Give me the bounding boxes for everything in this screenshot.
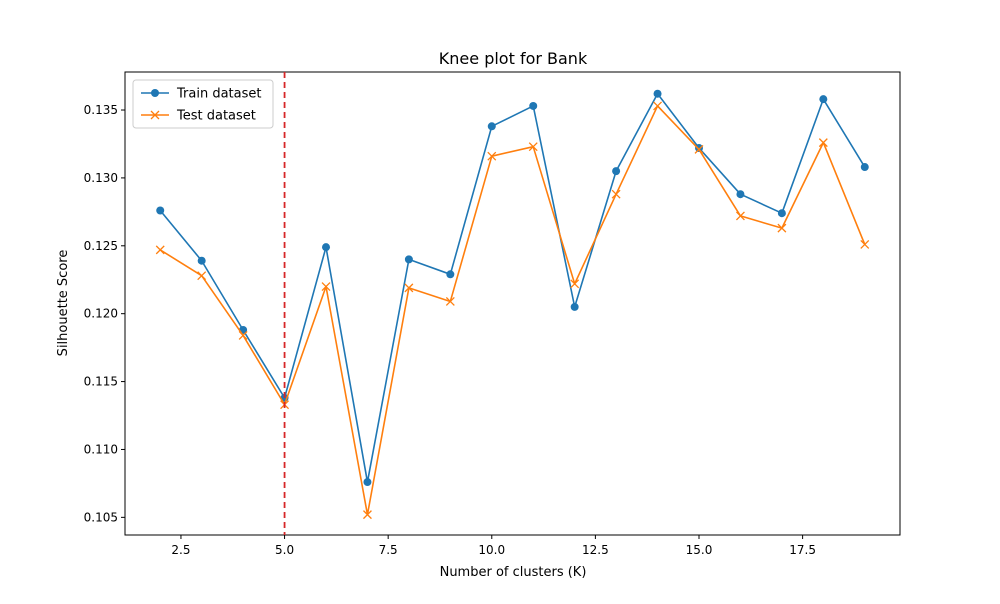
data-point [197,256,206,265]
x-tick-label: 15.0 [686,543,713,557]
x-tick-label: 12.5 [582,543,609,557]
y-tick-label: 0.125 [84,239,118,253]
data-point [736,190,745,199]
legend-marker-circle-icon [151,89,159,97]
data-point [612,167,621,176]
data-point [819,95,828,104]
data-point [362,510,372,520]
y-tick-label: 0.135 [84,103,118,117]
data-point [653,101,663,111]
data-point [404,255,413,264]
data-point [529,101,538,110]
series-line-1 [159,92,866,483]
data-point [446,270,455,279]
x-tick-label: 10.0 [478,543,505,557]
y-axis-label: Silhouette Score [56,250,71,357]
y-tick-label: 0.120 [84,307,118,321]
data-point [445,297,455,306]
y-tick-label: 0.115 [84,375,118,389]
data-point [528,142,538,152]
data-point [860,239,870,249]
y-tick-label: 0.105 [84,510,118,524]
data-point [238,330,248,340]
data-point [777,209,786,218]
data-point [735,211,745,221]
x-axis-label: Number of clusters (K) [440,565,587,580]
data-point [694,144,704,154]
x-tick-label: 17.5 [789,543,816,557]
data-point [156,206,165,215]
x-tick-label: 5.0 [275,543,294,557]
data-point [404,283,414,293]
data-point [777,223,787,233]
data-point [570,302,579,311]
data-point [860,163,869,172]
series-line-2 [159,105,866,516]
x-tick-label: 7.5 [379,543,398,557]
legend-box [132,79,274,129]
data-point [818,138,828,148]
legend-label: Train dataset [176,87,261,102]
y-tick-label: 0.110 [84,442,118,456]
data-point [155,245,165,255]
data-point [322,243,331,252]
data-point [487,122,496,131]
data-point [611,189,621,199]
data-point [321,282,331,291]
legend-marker-x-icon [150,110,160,120]
data-point [363,478,372,487]
x-tick-label: 2.5 [171,543,190,557]
plot-area: 2.5 5.0 7.5 10.0 12.5 15.0 17.5 0.105 0.110 0.115… [84,71,901,557]
data-point [487,151,497,161]
data-point [570,279,580,289]
data-point [694,144,703,153]
legend: Train dataset Test dataset [132,79,274,129]
plot-frame [124,71,901,536]
chart-title: Knee plot for Bank [439,49,588,68]
data-point [197,271,207,281]
y-tick-label: 0.130 [84,171,118,185]
data-point [653,89,662,98]
legend-label: Test dataset [176,109,256,124]
